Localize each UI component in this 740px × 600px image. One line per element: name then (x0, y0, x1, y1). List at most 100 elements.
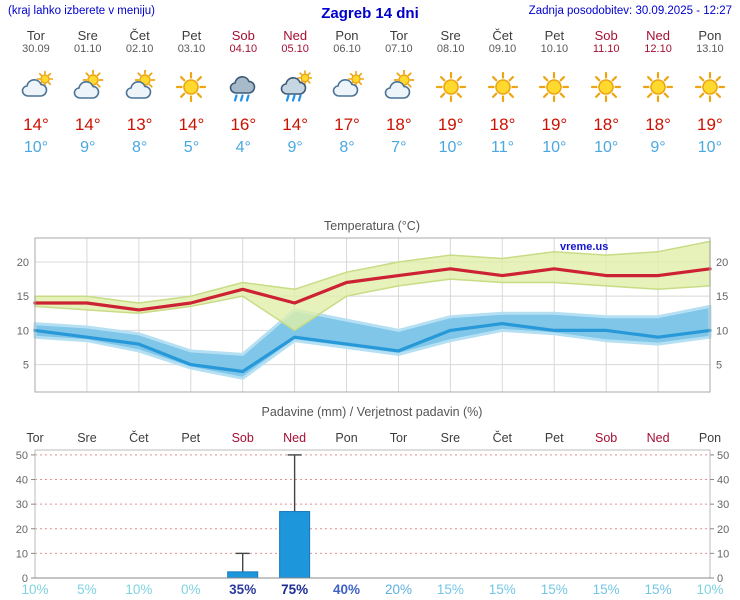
cloudy-icon (321, 70, 373, 106)
location-hint: (kraj lahko izberete v meniju) (8, 5, 156, 17)
partly-cloudy-icon (373, 70, 425, 106)
day-date: 06.10 (333, 43, 361, 55)
precip-probability: 10% (125, 582, 152, 597)
day-labels: Tor Sre Čet Pet Sob Ned Pon Tor Sre Čet Pet Sob Ned P… (26, 430, 721, 445)
svg-text:10: 10 (717, 548, 729, 560)
day-name: Pet (544, 28, 565, 43)
svg-text:Sre: Sre (441, 431, 461, 445)
precip-bar (279, 511, 311, 579)
high-temp: 19° (437, 115, 464, 134)
day-name: Tor (26, 28, 45, 43)
day-name: Čet (492, 28, 513, 43)
day-column: Ned 05.10 14° 9° (269, 28, 321, 157)
svg-text:0: 0 (22, 573, 28, 585)
svg-text:50: 50 (16, 450, 28, 462)
watermark: vreme.us (560, 241, 608, 253)
day-column: Sre 01.10 14° 9° (62, 28, 114, 157)
svg-text:20: 20 (717, 524, 729, 536)
day-name: Ned (646, 28, 670, 43)
svg-text:Tor: Tor (26, 431, 43, 445)
svg-text:20: 20 (17, 257, 29, 269)
low-temp: 5° (183, 139, 200, 156)
day-column: Ned 12.10 18° 9° (632, 28, 684, 157)
precip-probability: 35% (229, 582, 256, 597)
day-name: Pet (181, 28, 202, 43)
sunny-icon (477, 70, 529, 106)
svg-text:Pet: Pet (545, 431, 564, 445)
y-axis-labels: 5 5 10 10 15 15 20 20 (17, 257, 729, 372)
svg-text:20: 20 (16, 524, 28, 536)
low-temp: 4° (235, 139, 251, 156)
rain-sun-icon (269, 70, 321, 106)
svg-text:15: 15 (17, 291, 29, 303)
high-temp: 14° (282, 115, 308, 134)
day-name: Sob (231, 28, 255, 43)
precip-probability: 20% (385, 582, 412, 597)
cloudy-icon (10, 70, 62, 106)
chart-frame (34, 449, 711, 579)
precipitation-chart: Padavine (mm) / Verjetnost padavin (%) To… (16, 405, 730, 597)
precip-probability: 10% (21, 582, 48, 597)
low-temp: 8° (339, 139, 355, 156)
precip-probability: 15% (593, 582, 620, 597)
svg-text:40: 40 (717, 475, 729, 487)
day-date: 30.09 (22, 43, 50, 55)
page-title: Zagreb 14 dni (321, 5, 419, 22)
precip-chart-title: Padavine (mm) / Verjetnost padavin (%) (262, 405, 483, 419)
day-date: 01.10 (74, 43, 102, 55)
precip-probability: 75% (281, 582, 308, 597)
day-date: 05.10 (281, 43, 309, 55)
svg-text:Ned: Ned (283, 431, 306, 445)
partly-cloudy-icon (114, 70, 166, 106)
svg-text:5: 5 (23, 360, 29, 372)
precip-probabilities: 10% 5% 10% 0% 35% 75% 40% 20% 15% 15% 15% 15% 15% 10% (21, 582, 723, 597)
day-date: 07.10 (385, 43, 413, 55)
svg-text:Pet: Pet (181, 431, 200, 445)
precip-probability: 15% (645, 582, 672, 597)
day-name: Tor (389, 28, 408, 43)
temp-chart-title: Temperatura (°C) (324, 219, 420, 233)
precip-probability: 10% (696, 582, 723, 597)
y-axis-labels: 0 0 10 10 20 20 30 30 40 40 50 50 (16, 450, 730, 585)
precip-probability: 15% (541, 582, 568, 597)
sunny-icon (580, 70, 632, 106)
svg-text:10: 10 (17, 325, 29, 337)
chart-frame (34, 237, 711, 393)
low-temp: 10° (594, 139, 619, 156)
svg-text:20: 20 (716, 257, 728, 269)
day-name: Sob (594, 28, 618, 43)
svg-text:30: 30 (16, 499, 28, 511)
sunny-icon (632, 70, 684, 106)
low-temp: 10° (438, 139, 463, 156)
high-temp: 18° (645, 115, 671, 134)
low-temp: 11° (491, 139, 515, 156)
day-date: 03.10 (177, 43, 206, 55)
sunny-icon (684, 70, 736, 106)
day-column: Pon 13.10 19° 10° (684, 28, 736, 157)
svg-text:Pon: Pon (699, 431, 721, 445)
precip-probability: 15% (489, 582, 516, 597)
svg-text:10: 10 (16, 548, 28, 560)
precip-probability: 15% (437, 582, 464, 597)
sunny-icon (425, 70, 477, 106)
precip-probability: 40% (333, 582, 360, 597)
day-name: Ned (283, 28, 308, 43)
high-temp: 14° (178, 115, 205, 134)
day-date: 12.10 (644, 43, 672, 55)
svg-text:10: 10 (716, 325, 728, 337)
day-date: 11.10 (592, 43, 620, 55)
low-temp: 10° (23, 139, 49, 156)
sunny-icon (528, 70, 580, 106)
svg-text:Sob: Sob (232, 431, 254, 445)
max-temp-line (33, 267, 712, 312)
day-forecast-strip: Tor 30.09 14° 10° Sre 01.10 14° 9° Čet 02.10 13° 8°… (10, 28, 736, 157)
day-column: Pet 10.10 19° 10° (528, 28, 580, 157)
day-column: Sob 04.10 16° 4° (217, 28, 269, 157)
day-column: Čet 09.10 18° 11° (477, 28, 529, 157)
rain-icon (217, 70, 269, 106)
high-temp: 13° (126, 115, 153, 134)
precip-bars (227, 454, 311, 579)
low-temp: 10° (697, 139, 722, 156)
day-column: Pon 06.10 17° 8° (321, 28, 373, 157)
